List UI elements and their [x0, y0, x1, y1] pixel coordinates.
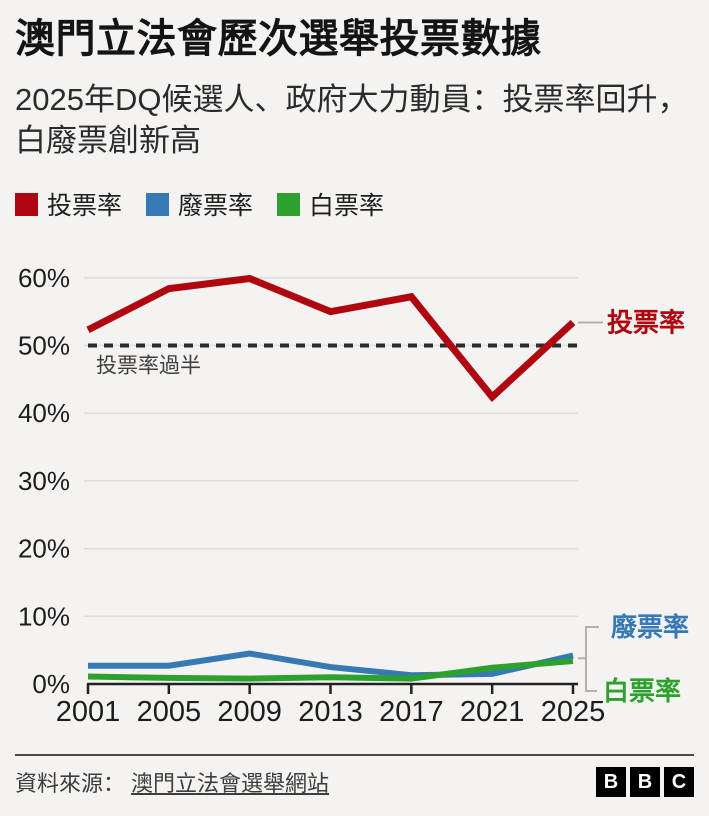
- y-tick-label: 10%: [18, 601, 70, 631]
- legend-label: 白票率: [309, 192, 385, 220]
- source-line: 資料來源： 澳門立法會選舉網站: [15, 766, 329, 798]
- bbc-logo-letter: B: [630, 767, 660, 797]
- blank-line: [87, 657, 574, 682]
- series-end-label: 廢票率: [611, 612, 689, 642]
- y-tick-label: 20%: [18, 534, 70, 564]
- blank-swatch-icon: [277, 192, 301, 216]
- legend-label: 投票率: [47, 192, 123, 220]
- legend-label: 廢票率: [178, 192, 254, 220]
- y-tick-label: 50%: [18, 331, 70, 361]
- y-tick-label: 60%: [18, 263, 70, 293]
- chart-legend: 投票率 廢票率 白票率: [15, 186, 694, 222]
- page-title: 澳門立法會歷次選舉投票數據: [15, 17, 542, 61]
- y-tick-label: 40%: [18, 398, 70, 428]
- bbc-logo: B B C: [596, 767, 694, 797]
- footer-divider: [15, 754, 694, 756]
- turnout-swatch-icon: [15, 192, 38, 216]
- legend-item-blank: 白票率: [277, 186, 384, 222]
- connector-line: [585, 658, 597, 692]
- legend-item-invalid: 廢票率: [146, 186, 253, 222]
- chart-subtitle: 2025年DQ候選人、政府大力動員：投票率回升，白廢票創新高: [15, 82, 689, 159]
- connector-line: [578, 626, 599, 660]
- turnout-line: [86, 274, 576, 403]
- x-tick-label: 2021: [460, 696, 525, 728]
- source-link[interactable]: 澳門立法會選舉網站: [131, 771, 330, 796]
- bbc-logo-letter: C: [664, 767, 694, 797]
- threshold-label: 投票率過半: [96, 355, 201, 378]
- invalid-swatch-icon: [146, 192, 170, 216]
- x-tick-label: 2009: [217, 696, 282, 728]
- x-tick-label: 2025: [541, 696, 606, 728]
- series-end-label: 投票率: [607, 307, 685, 337]
- footer: 資料來源： 澳門立法會選舉網站 B B C: [15, 766, 694, 798]
- x-tick-label: 2005: [137, 696, 202, 728]
- infographic: 0% 10% 20% 30% 40% 50% 60% 2001 2005 2009 2013 2017…: [0, 16, 709, 816]
- y-tick-label: 30%: [18, 466, 70, 496]
- legend-item-turnout: 投票率: [15, 186, 122, 222]
- y-tick-label: 0%: [32, 669, 70, 699]
- x-tick-label: 2013: [298, 696, 363, 728]
- invalid-line: [88, 650, 574, 679]
- bbc-logo-letter: B: [596, 767, 626, 797]
- x-tick-label: 2001: [56, 696, 121, 728]
- x-tick-label: 2017: [379, 696, 444, 728]
- chart-header: 澳門立法會歷次選舉投票數據 2025年DQ候選人、政府大力動員：投票率回升，白廢…: [0, 16, 709, 162]
- series-end-label: 白票率: [603, 676, 681, 706]
- source-label: 資料來源：: [15, 771, 126, 796]
